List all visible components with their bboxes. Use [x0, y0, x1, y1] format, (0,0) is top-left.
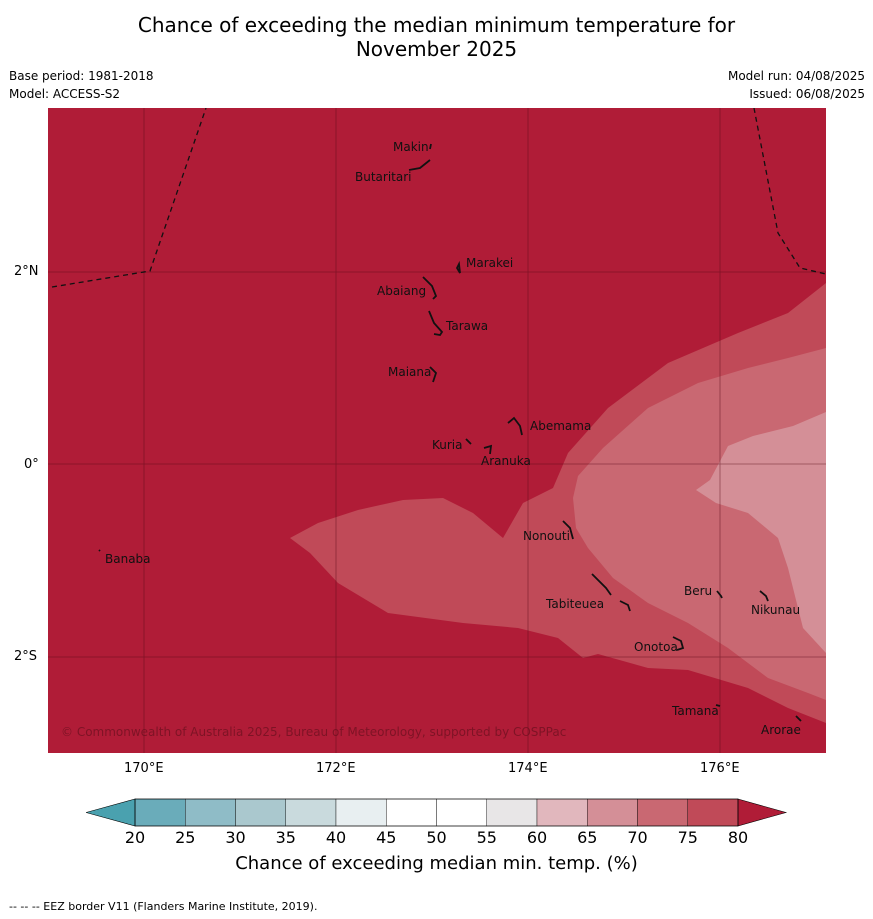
colorbar-tick-label: 70	[627, 828, 648, 847]
model-run: Model run: 04/08/2025	[727, 69, 865, 83]
colorbar-tick-label: 40	[325, 828, 347, 847]
colorbar-tick-label: 20	[124, 828, 146, 847]
colorbar-cell	[235, 798, 286, 827]
label-marakei: Marakei	[466, 256, 513, 270]
map-canvas: Makin Butaritari Marakei Abaiang Tarawa …	[48, 108, 826, 753]
label-aranuka: Aranuka	[481, 454, 531, 468]
colorbar-title: Chance of exceeding median min. temp. (%…	[235, 853, 638, 874]
colorbar-tick-label: 80	[727, 828, 749, 847]
map-title-line1: Chance of exceeding the median minimum t…	[137, 13, 736, 37]
label-tarawa: Tarawa	[445, 319, 488, 333]
issued-date: Issued: 06/08/2025	[749, 87, 865, 101]
island-tamana	[715, 704, 721, 707]
model-name: Model: ACCESS-S2	[9, 87, 121, 101]
lat-label-2s: 2°S	[14, 649, 38, 664]
colorbar-cell	[687, 798, 739, 827]
colorbar-cell	[587, 798, 638, 827]
label-beru: Beru	[684, 584, 712, 598]
colorbar-cell	[134, 798, 186, 827]
label-banaba: Banaba	[105, 552, 151, 566]
label-nikunau: Nikunau	[751, 603, 800, 617]
island-aranuka	[483, 444, 493, 455]
label-maiana: Maiana	[388, 365, 431, 379]
lat-label-0: 0°	[24, 457, 39, 472]
label-arorae: Arorae	[761, 723, 801, 737]
island-onotoa	[672, 636, 685, 651]
label-makin: Makin	[393, 140, 429, 154]
colorbar-tick-label: 60	[526, 828, 548, 847]
colorbar-cell	[185, 798, 236, 827]
colorbar-high-arrow	[737, 798, 788, 827]
graticule	[48, 108, 826, 753]
lon-label-172e: 172°E	[316, 761, 356, 776]
base-period: Base period: 1981-2018	[9, 69, 154, 83]
lon-label-176e: 176°E	[700, 761, 740, 776]
label-tabiteuea: Tabiteuea	[545, 597, 604, 611]
map-panel: Makin Butaritari Marakei Abaiang Tarawa …	[48, 108, 826, 753]
island-butaritari	[408, 159, 431, 171]
colorbar-tick-label: 75	[677, 828, 698, 847]
island-marakei	[455, 260, 461, 274]
island-nikunau	[759, 590, 769, 602]
island-kuria	[465, 438, 472, 445]
island-nonouti	[562, 520, 574, 540]
island-beru	[716, 590, 723, 599]
colorbar-cell	[486, 798, 538, 827]
colorbar-cell	[285, 798, 337, 827]
lon-label-174e: 174°E	[508, 761, 548, 776]
colorbar-cell	[436, 798, 487, 827]
colorbar-cell	[335, 798, 387, 827]
colorbar-tick-label: 45	[376, 828, 397, 847]
map-title-line2: November 2025	[355, 37, 518, 61]
label-kuria: Kuria	[432, 438, 463, 452]
label-butaritari: Butaritari	[355, 170, 412, 184]
lat-label-2n: 2°N	[14, 264, 39, 279]
island-tarawa	[428, 310, 444, 336]
colorbar-cell	[536, 798, 588, 827]
region-60-65	[696, 412, 826, 653]
island-makin	[429, 143, 432, 150]
colorbar-tick-label: 65	[577, 828, 598, 847]
colorbar-tick-label: 50	[426, 828, 447, 847]
island-shapes	[98, 143, 802, 722]
label-abemama: Abemama	[530, 419, 591, 433]
eez-border	[51, 108, 826, 288]
colorbar-cell	[637, 798, 688, 827]
colorbar-tick-label: 55	[476, 828, 497, 847]
copyright-notice: © Commonwealth of Australia 2025, Bureau…	[61, 725, 566, 739]
island-tabiteuea	[591, 573, 631, 612]
island-abaiang	[422, 276, 438, 300]
colorbar-tick-label: 35	[275, 828, 296, 847]
island-banaba	[98, 549, 101, 552]
label-onotoa: Onotoa	[634, 640, 678, 654]
colorbar-frame	[134, 798, 739, 827]
label-nonouti: Nonouti	[523, 529, 570, 543]
label-abaiang: Abaiang	[377, 284, 426, 298]
colorbar-cell	[386, 798, 437, 827]
island-maiana	[429, 366, 438, 383]
island-labels: Makin Butaritari Marakei Abaiang Tarawa …	[105, 140, 801, 737]
island-abemama	[507, 416, 523, 436]
island-arorae	[795, 715, 802, 722]
colorbar-low-arrow	[86, 798, 136, 827]
label-tamana: Tamana	[671, 704, 719, 718]
colorbar-tick-label: 30	[225, 828, 246, 847]
colorbar-tick-label: 25	[175, 828, 196, 847]
eez-footnote: -- -- -- EEZ border V11 (Flanders Marine…	[9, 900, 318, 913]
lon-label-170e: 170°E	[124, 761, 164, 776]
colorbar	[86, 798, 788, 827]
